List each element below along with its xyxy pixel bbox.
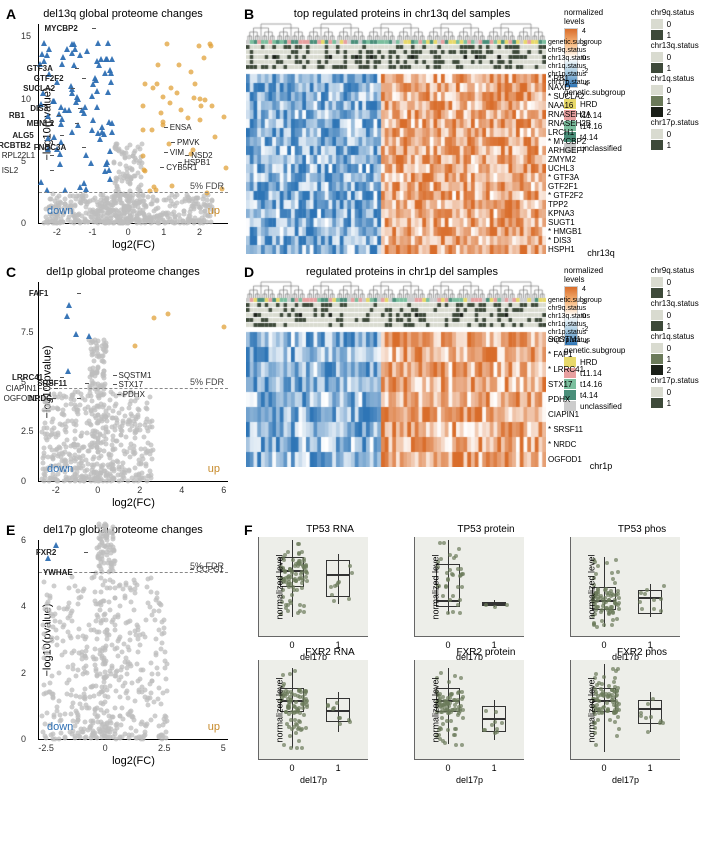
panel-B: B top regulated proteins in chr13q del s…	[246, 8, 714, 254]
panel-C-title: del1p global proteome changes	[8, 266, 238, 278]
volcano-A: −log10(pvalue) log2(FC) -2-10120510155% …	[38, 24, 228, 224]
figure-grid: A del13q global proteome changes −log10(…	[8, 8, 714, 770]
panel-D: D regulated proteins in chr1p del sample…	[246, 266, 714, 512]
panel-E-label: E	[6, 522, 15, 538]
volcano-C: −log10(pvalue) log2(FC) -2024602.557.55%…	[38, 282, 228, 482]
panel-A-title: del13q global proteome changes	[8, 8, 238, 20]
xlabel-C: log2(FC)	[112, 497, 155, 509]
panel-E: E del17p global proteome changes −log10(…	[8, 524, 238, 770]
xlabel-A: log2(FC)	[112, 239, 155, 251]
panel-C-label: C	[6, 264, 16, 280]
heatmap-D: genetic.subgroupchr9q.statuschr13q.statu…	[246, 280, 546, 467]
heatmap-B: genetic.subgroupchr9q.statuschr13q.statu…	[246, 22, 546, 254]
panel-F: F TP53 RNA01normalized leveldel17pTP53 p…	[246, 524, 714, 770]
panel-B-title: top regulated proteins in chr13q del sam…	[246, 8, 558, 20]
panel-A: A del13q global proteome changes −log10(…	[8, 8, 238, 254]
panel-D-label: D	[244, 264, 254, 280]
boxplot-grid: TP53 RNA01normalized leveldel17pTP53 pro…	[258, 524, 714, 760]
panel-D-title: regulated proteins in chr1p del samples	[246, 266, 558, 278]
panel-E-title: del17p global proteome changes	[8, 524, 238, 536]
panel-C: C del1p global proteome changes −log10(p…	[8, 266, 238, 512]
panel-F-label: F	[244, 522, 253, 538]
panel-A-label: A	[6, 6, 16, 22]
volcano-E: −log10(pvalue) log2(FC) -2.502.5502465% …	[38, 540, 228, 740]
xlabel-E: log2(FC)	[112, 755, 155, 767]
panel-B-label: B	[244, 6, 254, 22]
